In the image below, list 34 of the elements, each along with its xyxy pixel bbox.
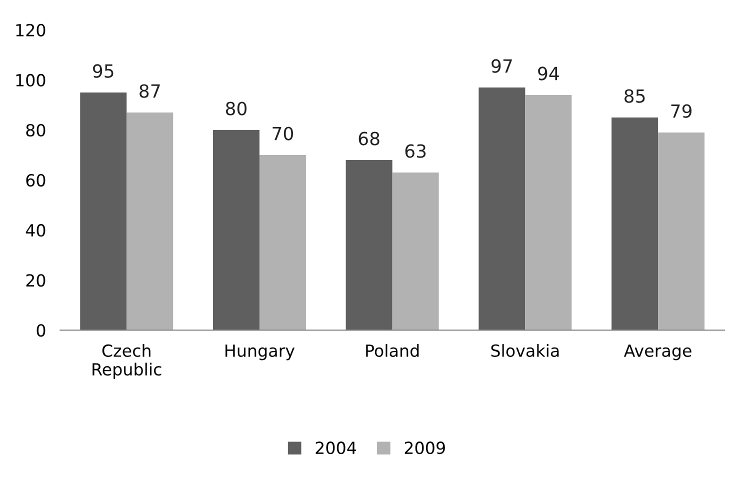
data-label: 63: [405, 144, 426, 158]
bar: [80, 92, 127, 330]
bar: [525, 94, 572, 330]
legend-label: 2004: [316, 442, 356, 454]
bar: [392, 172, 439, 330]
bar: [478, 87, 526, 330]
y-tick-label: 0: [36, 324, 46, 337]
data-label: 97: [492, 59, 512, 73]
x-tick-label: Czech Republic: [92, 344, 162, 379]
data-label: 94: [538, 66, 559, 80]
data-label: 80: [226, 102, 247, 116]
y-tick-label: 20: [26, 274, 46, 287]
y-tick-label: 80: [26, 124, 46, 137]
y-tick-label: 120: [16, 24, 46, 36]
x-tick-label: Average: [624, 344, 692, 360]
data-label: 87: [140, 84, 160, 98]
y-tick-label: 60: [26, 174, 46, 187]
bar: [346, 160, 392, 330]
y-tick-label: 40: [26, 224, 46, 237]
x-tick-label: Slovakia: [491, 344, 559, 357]
x-tick-label: Poland: [366, 344, 419, 357]
x-tick-label: Hungary: [226, 344, 295, 360]
bar: [126, 112, 174, 330]
bar: [612, 117, 658, 330]
bar: [259, 155, 306, 330]
y-tick-label: 100: [16, 74, 46, 86]
data-label: 95: [93, 64, 114, 78]
data-label: 85: [624, 89, 645, 103]
data-label: 68: [358, 132, 380, 146]
data-label: 79: [671, 104, 692, 118]
bar: [658, 132, 705, 330]
bar: [212, 130, 260, 330]
data-label: 70: [272, 126, 294, 140]
legend-label: 2009: [404, 442, 445, 454]
